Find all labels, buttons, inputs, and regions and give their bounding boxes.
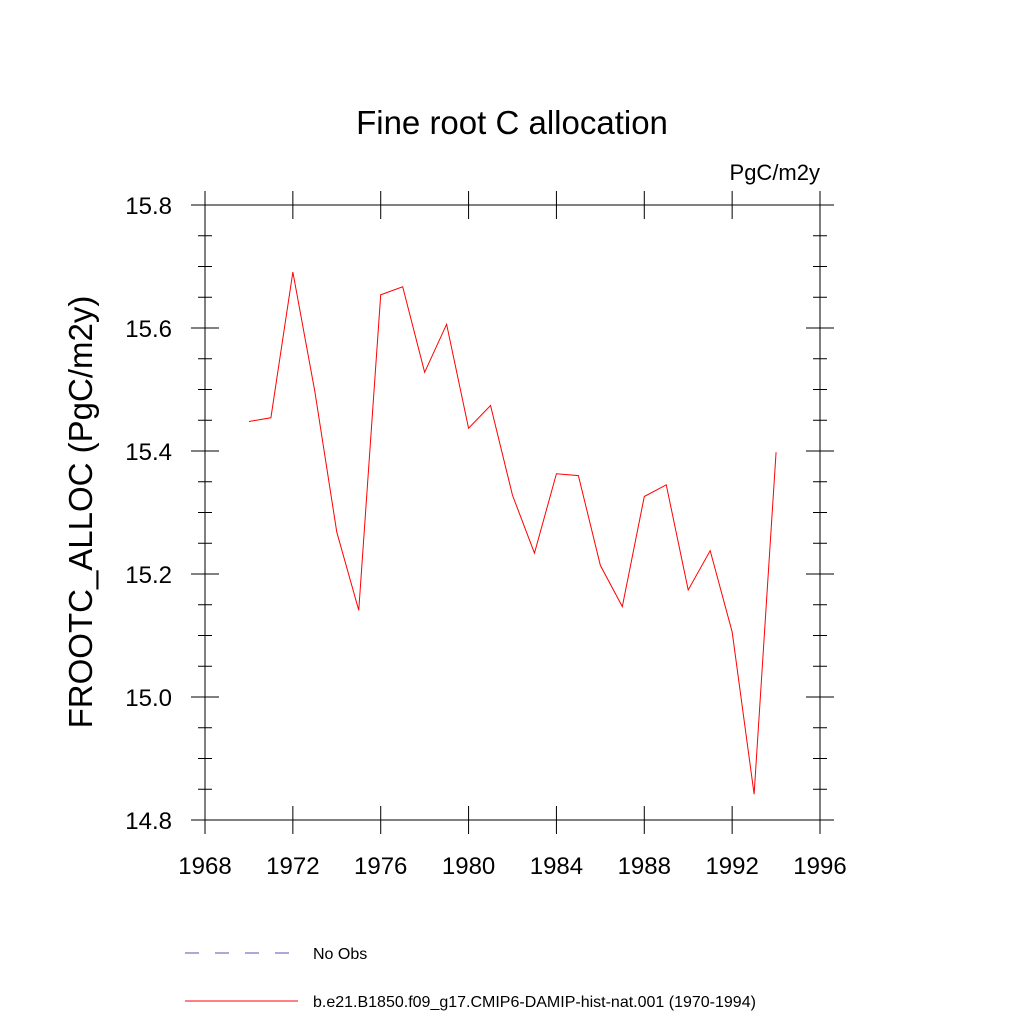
x-tick-label: 1980 xyxy=(442,853,495,880)
y-tick-label: 15.8 xyxy=(125,193,172,220)
minor-ticks xyxy=(198,204,827,821)
x-tick-label: 1992 xyxy=(705,853,758,880)
chart-title: Fine root C allocation xyxy=(356,104,668,141)
x-tick-labels: 1968 1972 1976 1980 1984 1988 1992 1996 xyxy=(178,853,846,880)
series-line xyxy=(248,271,777,795)
y-tick-label: 14.8 xyxy=(125,808,172,835)
x-tick-label: 1968 xyxy=(178,853,231,880)
major-ticks xyxy=(191,191,834,834)
y-tick-label: 15.2 xyxy=(125,562,172,589)
y-axis-label: FROOTC_ALLOC (PgC/m2y) xyxy=(62,296,99,729)
legend-label: No Obs xyxy=(313,946,367,963)
x-tick-label: 1984 xyxy=(530,853,583,880)
x-tick-label: 1988 xyxy=(618,853,671,880)
y-tick-label: 15.0 xyxy=(125,685,172,712)
x-tick-label: 1976 xyxy=(354,853,407,880)
x-tick-label: 1996 xyxy=(793,853,846,880)
y-tick-label: 15.6 xyxy=(125,316,172,343)
y-tick-labels: 14.8 15.0 15.2 15.4 15.6 15.8 xyxy=(125,193,172,835)
legend-label: b.e21.B1850.f09_g17.CMIP6-DAMIP-hist-nat… xyxy=(313,994,756,1011)
series-layer xyxy=(248,271,777,795)
x-tick-label: 1972 xyxy=(266,853,319,880)
legend: No Obs b.e21.B1850.f09_g17.CMIP6-DAMIP-hi… xyxy=(185,946,756,1011)
units-label: PgC/m2y xyxy=(730,160,820,185)
y-tick-label: 15.4 xyxy=(125,439,172,466)
